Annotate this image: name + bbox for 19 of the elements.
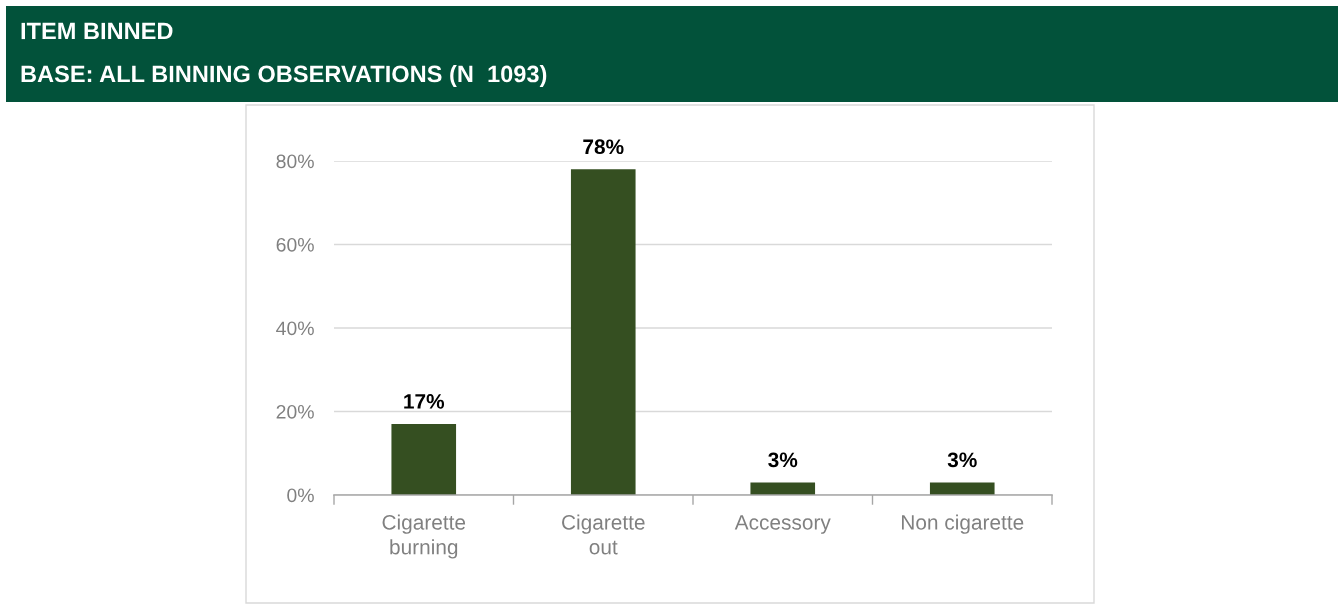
- bar: [750, 482, 816, 495]
- x-tick-label: Accessory: [734, 515, 831, 534]
- y-tick-label: 80%: [276, 154, 314, 169]
- data-label: 3%: [768, 452, 798, 468]
- data-label: 3%: [947, 452, 977, 468]
- data-label: 78%: [583, 139, 624, 155]
- y-tick-label: 60%: [276, 237, 314, 252]
- bar: [391, 424, 457, 495]
- x-tick-label: Cigarette out: [562, 514, 645, 555]
- bar: [929, 482, 995, 495]
- chart-subtitle: BASE: ALL BINNING OBSERVATIONS (N 1093): [21, 65, 547, 87]
- x-tick-label: Cigarette burning: [382, 514, 466, 559]
- text: ITEM BINNED: [21, 22, 173, 40]
- y-tick-label: 40%: [276, 321, 314, 336]
- bar: [570, 169, 636, 495]
- y-tick-label: 20%: [276, 404, 314, 419]
- y-tick-label: 0%: [287, 488, 314, 503]
- x-tick-label: Non cigarette: [902, 514, 1024, 534]
- data-label: 17%: [404, 394, 445, 409]
